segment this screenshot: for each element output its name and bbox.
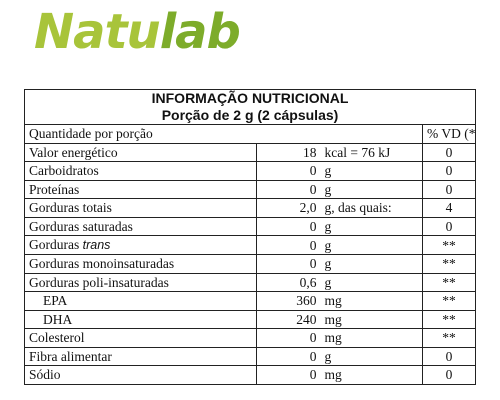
nutrient-name-cell: Gorduras trans: [24, 235, 257, 255]
nutrient-value: 0: [256, 216, 319, 236]
nutrient-vd: 0: [421, 216, 477, 236]
table-header-row: Quantidade por porção % VD (*): [24, 124, 477, 144]
nutrient-unit: mg: [318, 309, 423, 329]
table-heading: INFORMAÇÃO NUTRICIONAL Porção de 2 g (2 …: [23, 89, 477, 125]
nutrient-unit: g: [318, 161, 423, 181]
nutrient-vd: **: [421, 309, 477, 329]
nutrient-name: Gorduras saturadas: [24, 216, 257, 236]
nutrient-vd: **: [421, 291, 477, 311]
table-title: INFORMAÇÃO NUTRICIONAL: [151, 90, 349, 107]
table-row: Gorduras trans 0 g **: [24, 235, 477, 255]
nutrient-name: Gorduras: [29, 237, 80, 252]
header-quantity: Quantidade por porção: [24, 124, 423, 144]
nutrient-value: 0: [256, 328, 319, 348]
nutrient-value: 18: [256, 142, 319, 162]
table-subtitle: Porção de 2 g (2 cápsulas): [161, 107, 339, 123]
nutrient-name: Sódio: [24, 365, 257, 385]
table-row: Proteínas 0 g 0: [24, 179, 477, 199]
nutrient-unit: mg: [318, 365, 423, 385]
nutrient-vd: 0: [421, 179, 477, 199]
nutrient-name: Gorduras poli-insaturadas: [24, 272, 257, 292]
table-row: Sódio 0 mg 0: [24, 365, 477, 385]
nutrient-vd: **: [421, 328, 477, 348]
logo-text-natu: Natu: [34, 4, 161, 60]
table-row: EPA 360 mg **: [24, 291, 477, 311]
table-row: Gorduras poli-insaturadas 0,6 g **: [24, 272, 477, 292]
nutrient-vd: **: [421, 235, 477, 255]
nutrient-unit: g: [318, 216, 423, 236]
nutrient-vd: 0: [421, 365, 477, 385]
table-row: Gorduras saturadas 0 g 0: [24, 216, 477, 236]
nutrient-value: 2,0: [256, 198, 319, 218]
nutrient-vd: 0: [421, 142, 477, 162]
nutrient-vd: **: [421, 272, 477, 292]
nutrient-value: 0: [256, 161, 319, 181]
nutrient-unit: g, das quais:: [318, 198, 423, 218]
nutrient-unit: g: [318, 272, 423, 292]
nutrient-name: EPA: [24, 291, 257, 311]
table-row: Gorduras totais 2,0 g, das quais: 4: [24, 198, 477, 218]
nutrient-name: Gorduras totais: [24, 198, 257, 218]
table-row: Valor energético 18 kcal = 76 kJ 0: [24, 142, 477, 162]
header-vd: % VD (*): [421, 124, 477, 144]
nutrient-unit: g: [318, 346, 423, 366]
logo-text-lab: lab: [159, 4, 241, 60]
nutrient-unit: mg: [318, 291, 423, 311]
nutrient-name-italic: trans: [82, 238, 111, 252]
nutrient-unit: mg: [318, 328, 423, 348]
natulab-logo: Natulab: [34, 8, 241, 56]
table-row: Gorduras monoinsaturadas 0 g **: [24, 254, 477, 274]
nutrient-vd: **: [421, 254, 477, 274]
table-row: Carboidratos 0 g 0: [24, 161, 477, 181]
nutrient-vd: 0: [421, 161, 477, 181]
nutrient-value: 0: [256, 179, 319, 199]
nutrient-unit: g: [318, 254, 423, 274]
nutrient-value: 0: [256, 254, 319, 274]
nutrient-unit: g: [318, 235, 423, 255]
nutrient-value: 0: [256, 346, 319, 366]
nutrient-value: 0: [256, 365, 319, 385]
table-heading-row: INFORMAÇÃO NUTRICIONAL Porção de 2 g (2 …: [23, 89, 477, 125]
nutrient-value: 240: [256, 309, 319, 329]
table-row: DHA 240 mg **: [24, 309, 477, 329]
nutrient-unit: g: [318, 179, 423, 199]
nutrient-name: Fibra alimentar: [24, 346, 257, 366]
nutrition-table: INFORMAÇÃO NUTRICIONAL Porção de 2 g (2 …: [23, 89, 477, 385]
nutrient-unit: kcal = 76 kJ: [318, 142, 423, 162]
nutrient-value: 0: [256, 235, 319, 255]
nutrient-value: 360: [256, 291, 319, 311]
nutrient-name: Valor energético: [24, 142, 257, 162]
nutrient-name: Colesterol: [24, 328, 257, 348]
table-row: Fibra alimentar 0 g 0: [24, 346, 477, 366]
table-row: Colesterol 0 mg **: [24, 328, 477, 348]
nutrient-name: Gorduras monoinsaturadas: [24, 254, 257, 274]
nutrient-vd: 4: [421, 198, 477, 218]
nutrient-name: Carboidratos: [24, 161, 257, 181]
nutrient-name: Proteínas: [24, 179, 257, 199]
nutrient-vd: 0: [421, 346, 477, 366]
nutrient-value: 0,6: [256, 272, 319, 292]
nutrient-name: DHA: [24, 309, 257, 329]
